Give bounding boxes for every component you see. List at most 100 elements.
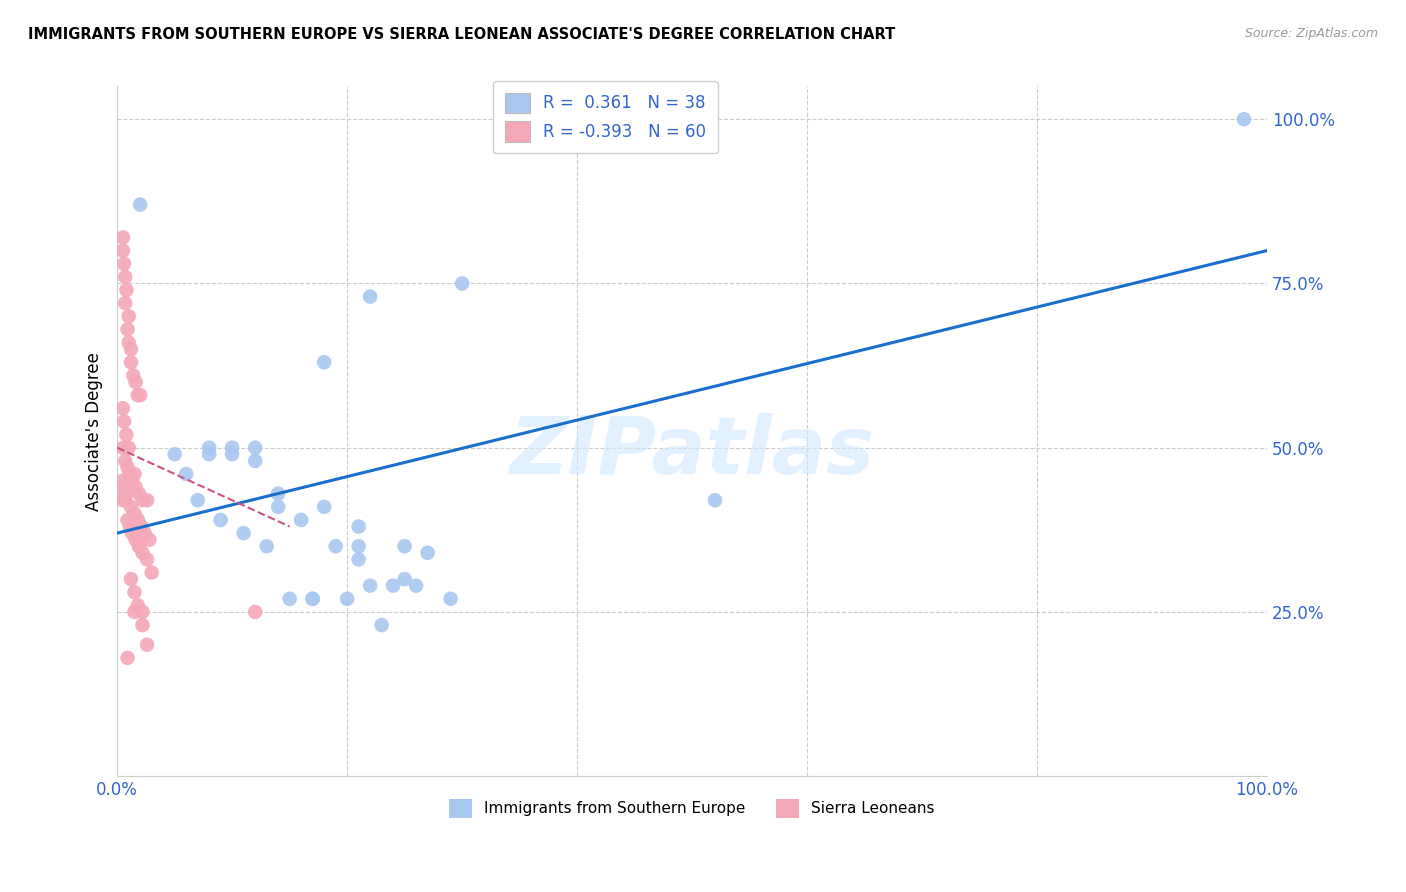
Point [174, 467, 197, 481]
Legend: Immigrants from Southern Europe, Sierra Leoneans: Immigrants from Southern Europe, Sierra … [443, 793, 941, 823]
Point [112, 257, 135, 271]
Point [117, 322, 139, 336]
Point [347, 552, 370, 566]
Point [256, 539, 278, 553]
Point [243, 454, 266, 468]
Point [127, 388, 149, 402]
Point [301, 591, 323, 606]
Point [394, 539, 416, 553]
Point [118, 480, 141, 494]
Point [267, 486, 290, 500]
Point [120, 355, 142, 369]
Point [359, 289, 381, 303]
Point [127, 513, 149, 527]
Point [124, 375, 146, 389]
Point [118, 441, 141, 455]
Point [405, 579, 427, 593]
Point [114, 296, 136, 310]
Point [141, 566, 163, 580]
Point [117, 513, 139, 527]
Point [347, 519, 370, 533]
Point [111, 244, 134, 258]
Point [301, 591, 323, 606]
Point [111, 474, 134, 488]
Point [138, 533, 160, 547]
Point [120, 342, 142, 356]
Point [416, 546, 439, 560]
Point [325, 539, 347, 553]
Point [128, 539, 150, 553]
Point [114, 269, 136, 284]
Point [267, 500, 290, 514]
Point [118, 310, 141, 324]
Point [124, 507, 146, 521]
Point [370, 618, 392, 632]
Point [120, 500, 142, 514]
Text: ZIPatlas: ZIPatlas [509, 413, 875, 491]
Point [451, 277, 474, 291]
Point [124, 605, 146, 619]
Point [163, 447, 186, 461]
Point [112, 414, 135, 428]
Point [136, 638, 159, 652]
Point [115, 283, 138, 297]
Point [121, 526, 143, 541]
Point [134, 526, 156, 541]
Point [221, 441, 243, 455]
Point [290, 513, 312, 527]
Point [112, 480, 135, 494]
Point [120, 572, 142, 586]
Point [118, 467, 141, 481]
Point [131, 519, 153, 533]
Point [336, 591, 359, 606]
Point [117, 460, 139, 475]
Point [114, 486, 136, 500]
Point [114, 454, 136, 468]
Point [129, 197, 152, 211]
Point [114, 493, 136, 508]
Point [129, 388, 152, 402]
Point [111, 493, 134, 508]
Point [187, 493, 209, 508]
Point [131, 546, 153, 560]
Point [347, 539, 370, 553]
Point [124, 533, 146, 547]
Point [198, 447, 221, 461]
Point [131, 605, 153, 619]
Point [124, 480, 146, 494]
Point [111, 441, 134, 455]
Point [136, 552, 159, 566]
Point [221, 447, 243, 461]
Point [394, 572, 416, 586]
Point [131, 493, 153, 508]
Point [243, 441, 266, 455]
Point [243, 605, 266, 619]
Point [278, 591, 301, 606]
Point [115, 486, 138, 500]
Point [131, 618, 153, 632]
Point [209, 513, 232, 527]
Point [232, 526, 254, 541]
Point [121, 474, 143, 488]
Point [111, 401, 134, 416]
Point [128, 486, 150, 500]
Point [128, 539, 150, 553]
Point [198, 441, 221, 455]
Point [1233, 112, 1256, 127]
Point [122, 368, 145, 383]
Y-axis label: Associate's Degree: Associate's Degree [86, 351, 103, 511]
Point [115, 427, 138, 442]
Point [124, 467, 146, 481]
Point [359, 579, 381, 593]
Point [439, 591, 461, 606]
Point [382, 579, 405, 593]
Point [118, 519, 141, 533]
Point [124, 585, 146, 599]
Point [704, 493, 727, 508]
Text: Source: ZipAtlas.com: Source: ZipAtlas.com [1244, 27, 1378, 40]
Point [111, 230, 134, 244]
Point [127, 599, 149, 613]
Point [117, 651, 139, 665]
Point [118, 335, 141, 350]
Point [136, 493, 159, 508]
